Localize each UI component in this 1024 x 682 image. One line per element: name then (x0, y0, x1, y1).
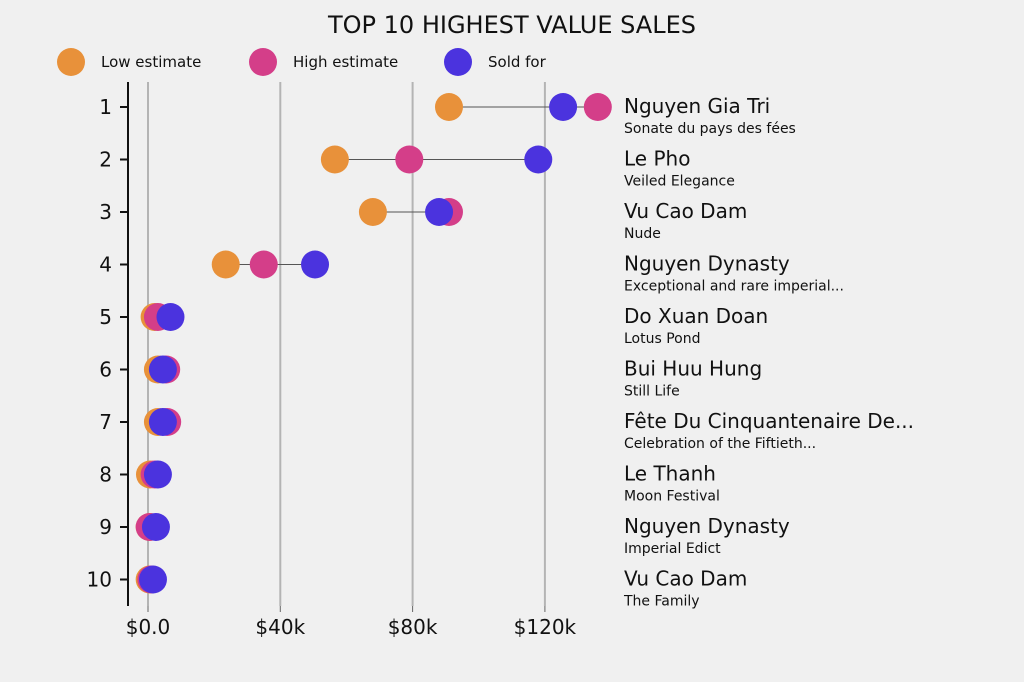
rank-label: 2 (99, 148, 112, 172)
legend-marker (249, 48, 277, 76)
sold-for-dot (425, 198, 454, 226)
high-estimate-dot (249, 250, 278, 279)
row: 10 Vu Cao Dam The Family (87, 565, 747, 610)
artist-label: Bui Huu Hung (624, 357, 762, 381)
low-estimate-dot (358, 198, 387, 226)
sold-for-dot (524, 145, 553, 174)
row: 4 Nguyen Dynasty Exceptional and rare impe… (99, 250, 844, 295)
artist-label: Nguyen Dynasty (624, 252, 790, 276)
work-label: Imperial Edict (624, 541, 721, 557)
work-label: Exceptional and rare imperial... (624, 279, 844, 295)
sold-for-dot (156, 303, 185, 331)
legend-label: Low estimate (101, 53, 201, 71)
chart-title: TOP 10 HIGHEST VALUE SALES (327, 11, 696, 39)
high-estimate-dot (583, 93, 612, 121)
rank-label: 6 (99, 358, 112, 382)
work-label: Lotus Pond (624, 331, 701, 347)
rank-label: 4 (99, 253, 112, 277)
row: 8 Le Thanh Moon Festival (99, 460, 720, 505)
rows: 1 Nguyen Gia Tri Sonate du pays des fées 2 L… (87, 93, 914, 610)
legend-marker (444, 48, 472, 76)
row: 1 Nguyen Gia Tri Sonate du pays des fées (99, 93, 796, 137)
artist-label: Le Pho (624, 147, 690, 171)
work-label: Veiled Elegance (624, 174, 735, 190)
row: 2 Le Pho Veiled Elegance (99, 145, 735, 190)
x-tick-label: $120k (514, 615, 577, 639)
sold-for-dot (301, 250, 330, 279)
rank-label: 8 (99, 463, 112, 487)
x-tick-label: $40k (255, 615, 305, 639)
artist-label: Nguyen Gia Tri (624, 94, 770, 118)
x-tick-label: $80k (388, 615, 438, 639)
row: 7 Fête Du Cinquantenaire De... Celebration… (99, 408, 914, 452)
row: 3 Vu Cao Dam Nude (99, 198, 747, 242)
work-label: Sonate du pays des fées (624, 121, 796, 137)
rank-label: 1 (99, 95, 112, 119)
artist-label: Nguyen Dynasty (624, 514, 790, 538)
artist-label: Le Thanh (624, 462, 716, 486)
sold-for-dot (148, 355, 177, 384)
x-tick-label: $0.0 (126, 615, 171, 639)
work-label: Celebration of the Fiftieth... (624, 436, 816, 452)
row: 5 Do Xuan Doan Lotus Pond (99, 303, 768, 347)
artist-label: Do Xuan Doan (624, 304, 768, 328)
rank-label: 5 (99, 305, 112, 329)
sold-for-dot (549, 93, 578, 121)
grid: $0.0 $40k $80k $120k (126, 82, 577, 639)
work-label: The Family (623, 594, 700, 610)
sold-for-dot (143, 460, 172, 489)
high-estimate-dot (395, 145, 424, 174)
low-estimate-dot (434, 93, 463, 121)
row: 6 Bui Huu Hung Still Life (99, 355, 762, 400)
row: 9 Nguyen Dynasty Imperial Edict (99, 513, 790, 557)
rank-label: 3 (99, 200, 112, 224)
work-label: Still Life (624, 384, 680, 400)
artist-label: Fête Du Cinquantenaire De... (624, 409, 914, 433)
rank-label: 7 (99, 410, 112, 434)
work-label: Moon Festival (624, 489, 720, 505)
sold-for-dot (138, 565, 167, 594)
rank-label: 10 (87, 568, 112, 592)
artist-label: Vu Cao Dam (624, 567, 747, 591)
legend-label: Sold for (488, 53, 547, 71)
rank-label: 9 (99, 515, 112, 539)
artist-label: Vu Cao Dam (624, 199, 747, 223)
sold-for-dot (148, 408, 177, 436)
legend-label: High estimate (293, 53, 398, 71)
legend: Low estimate High estimate Sold for (57, 48, 547, 76)
sold-for-dot (141, 513, 170, 541)
work-label: Nude (624, 226, 661, 242)
low-estimate-dot (320, 145, 349, 174)
legend-marker (57, 48, 85, 76)
low-estimate-dot (211, 250, 240, 279)
